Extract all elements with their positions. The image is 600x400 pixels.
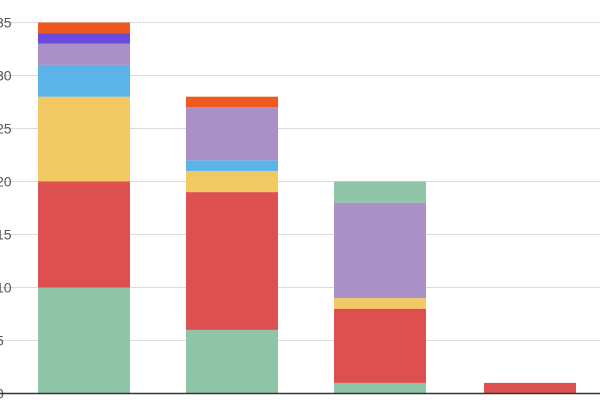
bar-segment-3-8 [334, 181, 426, 203]
bar-segment-1-6 [38, 33, 130, 44]
y-tick-label: 35 [0, 15, 12, 31]
bar-segment-1-5 [38, 43, 130, 65]
y-tick-label: 20 [0, 174, 12, 190]
bar-segment-2-5 [186, 107, 278, 161]
y-tick-label: 5 [0, 333, 4, 349]
bar-segment-1-4 [38, 64, 130, 97]
y-tick-label: 25 [0, 121, 12, 137]
bar-segment-4-2 [484, 382, 576, 394]
bar-segment-2-7 [186, 96, 278, 108]
bar-segment-3-2 [334, 308, 426, 383]
y-axis-tick-labels: 05101520253035 [0, 15, 12, 400]
y-tick-label: 30 [0, 68, 12, 84]
bar-segment-2-3 [186, 170, 278, 193]
y-tick-label: 10 [0, 280, 12, 296]
bar-segment-1-1 [38, 287, 130, 394]
bar-segment-3-1 [334, 382, 426, 394]
bar-segment-2-2 [186, 192, 278, 330]
y-tick-label: 15 [0, 227, 12, 243]
bar-segment-1-2 [38, 181, 130, 288]
bar-segment-1-3 [38, 96, 130, 182]
bar-segment-3-5 [334, 202, 426, 299]
bar-segment-2-4 [186, 160, 278, 171]
bar-segment-1-7 [38, 22, 130, 34]
bar-stacks [38, 22, 576, 394]
bar-segment-2-1 [186, 329, 278, 394]
bar-segment-3-3 [334, 298, 426, 309]
